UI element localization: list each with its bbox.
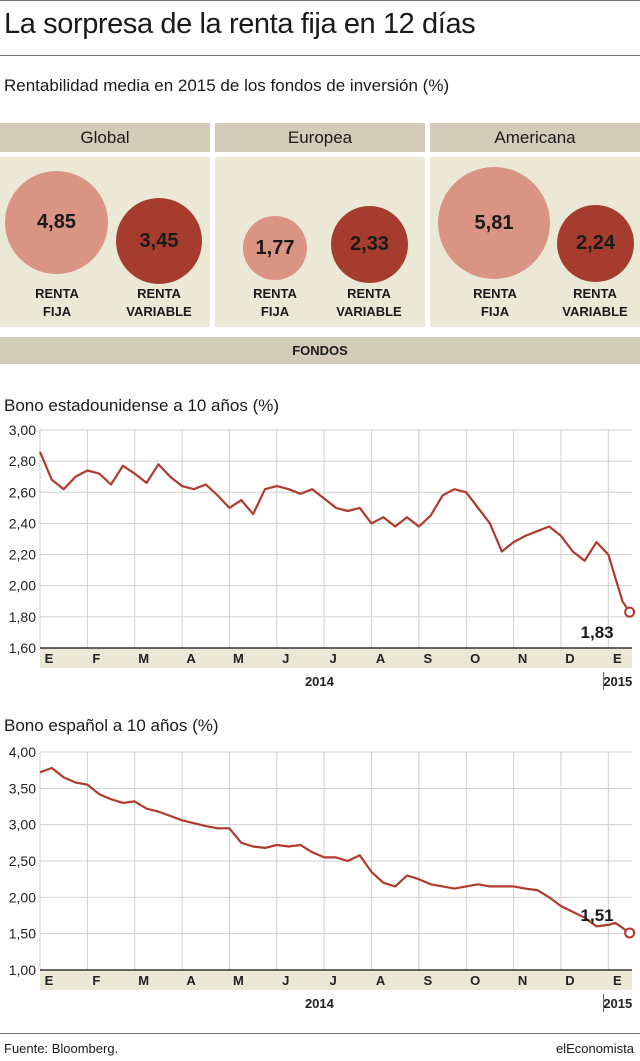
bubble-americana-renta-variable: 2,24 xyxy=(557,205,634,282)
month-label: D xyxy=(565,973,574,988)
fondos-bar: FONDOS xyxy=(0,337,640,364)
top-rule xyxy=(0,0,640,1)
y-tick-label: 3,00 xyxy=(9,817,36,833)
month-label: A xyxy=(186,651,196,666)
end-point-marker xyxy=(624,606,636,618)
y-tick-label: 2,20 xyxy=(9,547,36,563)
y-tick-label: 1,00 xyxy=(9,962,36,978)
title-rule xyxy=(0,55,640,56)
month-label: D xyxy=(565,651,574,666)
series-line xyxy=(38,451,631,613)
month-label: M xyxy=(138,973,149,988)
month-label: F xyxy=(92,651,100,666)
month-label: M xyxy=(233,973,244,988)
month-label: F xyxy=(92,973,100,988)
label-global-renta-fija: RENTA FIJA xyxy=(35,286,79,319)
chart-es-title: Bono español a 10 años (%) xyxy=(4,716,219,735)
panel-header-americana: Americana xyxy=(430,123,640,152)
page-title: La sorpresa de la renta fija en 12 días xyxy=(4,8,476,40)
year-label-2014: 2014 xyxy=(305,674,335,689)
chart-es-bond: 4,00 3,50 3,00 2,50 2,00 1,50 1,00 E F M A M J J A S O N D… xyxy=(9,744,636,1012)
y-tick-label: 2,50 xyxy=(9,853,36,869)
month-label: J xyxy=(330,973,337,988)
series-line xyxy=(39,766,631,934)
label-europea-renta-variable: RENTA VARIABLE xyxy=(336,286,402,319)
month-band xyxy=(40,970,632,990)
panel-global: 4,85 3,45 RENTA FIJA RENTA VARIABLE xyxy=(0,157,210,327)
y-tick-label: 2,40 xyxy=(9,515,36,531)
month-label: S xyxy=(424,651,433,666)
end-value-label: 1,83 xyxy=(581,623,614,642)
month-label: J xyxy=(282,973,289,988)
y-tick-label: 1,60 xyxy=(9,640,36,656)
label-americana-renta-variable: RENTA VARIABLE xyxy=(562,286,628,319)
bubble-global-renta-fija: 4,85 xyxy=(5,171,108,274)
end-value-label: 1,51 xyxy=(581,906,614,925)
month-label: A xyxy=(376,973,386,988)
panel-europea: 1,77 2,33 RENTA FIJA RENTA VARIABLE xyxy=(215,157,425,327)
year-label-2014: 2014 xyxy=(305,996,335,1011)
month-label: E xyxy=(45,651,54,666)
month-label: O xyxy=(470,651,480,666)
month-label: A xyxy=(376,651,386,666)
month-label: E xyxy=(613,973,622,988)
label-global-renta-variable: RENTA VARIABLE xyxy=(126,286,192,319)
bubble-europea-renta-variable: 2,33 xyxy=(331,206,408,283)
panel-header-europea: Europea xyxy=(215,123,425,152)
y-tick-label: 2,80 xyxy=(9,453,36,469)
end-point-marker xyxy=(624,927,636,939)
month-label: J xyxy=(330,651,337,666)
panel-americana: 5,81 2,24 RENTA FIJA RENTA VARIABLE xyxy=(430,157,640,327)
month-label: O xyxy=(470,973,480,988)
month-label: S xyxy=(424,973,433,988)
footer-rule xyxy=(0,1033,640,1034)
y-tick-label: 1,50 xyxy=(9,926,36,942)
month-label: E xyxy=(613,651,622,666)
month-label: N xyxy=(518,973,527,988)
bubble-global-renta-variable: 3,45 xyxy=(116,198,202,284)
year-label-2015: 2015 xyxy=(603,996,632,1011)
page-subtitle: Rentabilidad media en 2015 de los fondos… xyxy=(4,76,450,95)
y-tick-label: 2,60 xyxy=(9,484,36,500)
brand-logo: elEconomista xyxy=(555,1041,634,1056)
y-tick-label: 4,00 xyxy=(9,744,36,760)
source-note: Fuente: Bloomberg. xyxy=(4,1041,119,1056)
chart-us-title: Bono estadounidense a 10 años (%) xyxy=(4,396,280,415)
chart-us-bond: 3,00 2,80 2,60 2,40 2,20 2,00 1,80 1,60 E F M A M J J A… xyxy=(9,422,636,690)
label-americana-renta-fija: RENTA FIJA xyxy=(473,286,517,319)
month-label: M xyxy=(138,651,149,666)
year-label-2015: 2015 xyxy=(603,674,632,689)
y-tick-label: 3,00 xyxy=(9,422,36,438)
bubble-europea-renta-fija: 1,77 xyxy=(243,216,307,280)
y-tick-label: 3,50 xyxy=(9,780,36,796)
month-label: J xyxy=(282,651,289,666)
month-label: M xyxy=(233,651,244,666)
month-label: N xyxy=(518,651,527,666)
month-band xyxy=(40,648,632,668)
month-label: A xyxy=(186,973,196,988)
panel-header-global: Global xyxy=(0,123,210,152)
y-tick-label: 1,80 xyxy=(9,609,36,625)
y-tick-label: 2,00 xyxy=(9,889,36,905)
y-tick-label: 2,00 xyxy=(9,578,36,594)
month-label: E xyxy=(45,973,54,988)
bubble-americana-renta-fija: 5,81 xyxy=(438,167,550,279)
label-europea-renta-fija: RENTA FIJA xyxy=(253,286,297,319)
